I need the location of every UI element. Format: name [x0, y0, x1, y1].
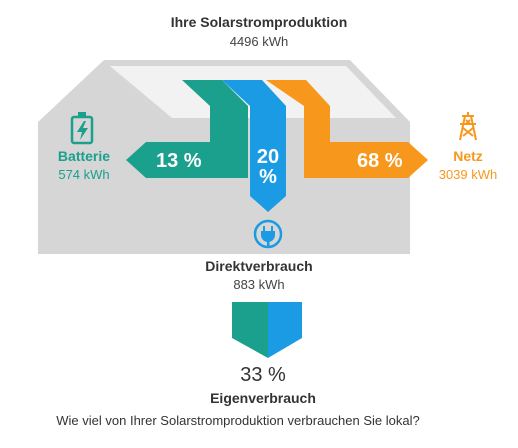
- direct-percent-number: 20: [256, 146, 280, 168]
- direct-value: 883 kWh: [233, 277, 285, 292]
- battery-charging-icon: [70, 112, 94, 145]
- grid-percent: 68 %: [357, 150, 403, 172]
- direct-percent-sign: %: [259, 166, 277, 188]
- grid-label: Netz: [453, 148, 483, 164]
- direct-flow: [222, 80, 286, 212]
- battery-percent: 13 %: [156, 150, 202, 172]
- self-consumption-direct-part: [268, 302, 302, 358]
- direct-label: Direktverbrauch: [205, 258, 313, 274]
- grid-flow: [266, 80, 428, 178]
- power-tower-icon: [459, 112, 477, 141]
- production-value: 4496 kWh: [229, 34, 289, 49]
- battery-value: 574 kWh: [58, 167, 110, 182]
- self-consumption-percent: 33 %: [240, 364, 286, 386]
- self-consumption-battery-part: [232, 302, 268, 358]
- house-left: [38, 60, 168, 254]
- self-consumption-label: Eigenverbrauch: [210, 390, 316, 406]
- battery-label: Batterie: [57, 148, 111, 164]
- battery-flow: [126, 80, 248, 178]
- question-text: Wie viel von Ihrer Solarstromproduktion …: [56, 413, 420, 428]
- plug-icon: [253, 219, 283, 249]
- production-title: Ihre Solarstromproduktion: [170, 14, 348, 30]
- grid-value: 3039 kWh: [438, 167, 498, 182]
